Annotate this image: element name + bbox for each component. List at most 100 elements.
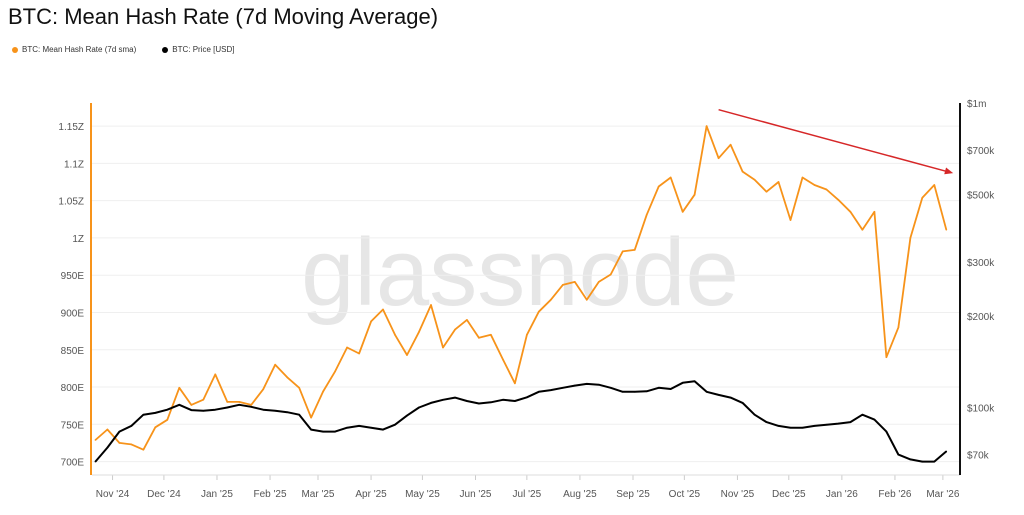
- price-point: [933, 460, 936, 463]
- price-point: [669, 388, 672, 390]
- x-tick-label: Mar '26: [926, 489, 959, 500]
- x-tick-label: Feb '25: [254, 489, 287, 500]
- x-tick-label: Aug '25: [563, 489, 597, 500]
- hash-rate-point: [466, 319, 468, 321]
- x-tick-label: Jun '25: [460, 489, 492, 500]
- hash-rate-point: [406, 354, 408, 356]
- hash-rate-point: [358, 352, 360, 355]
- hash-rate-point: [801, 176, 804, 179]
- hash-rate-point: [621, 250, 624, 253]
- price-point: [621, 390, 624, 393]
- price-point: [454, 396, 456, 399]
- hash-rate-point: [609, 273, 612, 276]
- y-right-tick-label: $1m: [967, 99, 986, 110]
- x-tick-label: Mar '25: [301, 489, 334, 500]
- price-point: [142, 413, 145, 416]
- price-point: [729, 396, 732, 399]
- trend-arrow-line: [718, 108, 948, 173]
- hash-rate-point: [813, 184, 816, 186]
- price-point: [765, 421, 768, 423]
- trend-arrow-head: [944, 167, 954, 175]
- hash-rate-point: [885, 356, 888, 359]
- hash-rate-point: [717, 157, 720, 159]
- price-point: [705, 390, 708, 393]
- y-left-tick-label: 750E: [61, 420, 85, 431]
- hash-rate-point: [94, 439, 97, 441]
- price-point: [825, 423, 828, 426]
- hash-rate-point: [729, 143, 732, 146]
- price-point: [346, 426, 348, 429]
- legend-item-price[interactable]: BTC: Price [USD]: [162, 45, 235, 54]
- price-point: [945, 450, 948, 453]
- hash-rate-point: [370, 320, 372, 323]
- price-point: [873, 418, 876, 421]
- hash-rate-point: [825, 188, 828, 191]
- chart-title: BTC: Mean Hash Rate (7d Moving Average): [8, 4, 439, 29]
- hash-rate-point: [921, 196, 924, 199]
- legend-item-hash-rate[interactable]: BTC: Mean Hash Rate (7d sma): [12, 45, 136, 54]
- hash-rate-point: [550, 299, 552, 301]
- hash-rate-point: [382, 308, 384, 311]
- price-point: [849, 421, 852, 423]
- hash-rate-point: [897, 326, 900, 329]
- price-point: [418, 406, 420, 409]
- price-point: [322, 430, 324, 433]
- x-tick-label: Nov '25: [721, 489, 755, 500]
- price-point: [394, 423, 396, 426]
- hash-rate-point: [334, 370, 336, 373]
- hash-rate-point: [514, 382, 516, 385]
- hash-rate-point: [837, 199, 840, 201]
- hash-rate-point: [286, 376, 288, 379]
- legend-label-price: BTC: Price [USD]: [172, 45, 235, 54]
- price-point: [94, 460, 97, 463]
- x-tick-label: Jan '26: [826, 489, 858, 500]
- legend-swatch-price: [162, 46, 169, 53]
- y-left-tick-label: 950E: [61, 271, 85, 282]
- price-point: [214, 408, 217, 411]
- hash-rate-point: [909, 237, 912, 239]
- price-point: [550, 389, 552, 391]
- hash-rate-point: [945, 228, 948, 231]
- price-point: [562, 387, 564, 389]
- price-point: [909, 458, 912, 461]
- y-left-tick-label: 800E: [61, 383, 85, 394]
- price-point: [478, 402, 480, 405]
- price-point: [166, 408, 169, 411]
- hash-rate-point: [669, 176, 672, 179]
- y-right-tick-label: $100k: [967, 403, 995, 414]
- price-point: [597, 383, 600, 386]
- price-point: [741, 402, 744, 404]
- price-point: [861, 413, 864, 416]
- hash-rate-point: [526, 334, 528, 336]
- hash-rate-point: [250, 404, 253, 406]
- hash-rate-point: [502, 358, 504, 361]
- price-point: [154, 412, 157, 414]
- hash-rate-point: [262, 388, 265, 391]
- hash-rate-point: [202, 398, 205, 401]
- price-point: [226, 406, 229, 409]
- hash-rate-point: [190, 404, 193, 406]
- hash-rate-point: [585, 299, 588, 301]
- hash-rate-point: [454, 328, 456, 331]
- hash-rate-point: [741, 170, 744, 173]
- y-right-tick-label: $200k: [967, 312, 995, 323]
- hash-rate-point: [310, 416, 312, 419]
- y-right-tick-label: $500k: [967, 191, 995, 202]
- y-right-tick-label: $700k: [967, 146, 995, 157]
- price-point: [358, 425, 360, 427]
- price-point: [466, 400, 468, 402]
- price-point: [609, 387, 612, 389]
- hash-rate-point: [178, 386, 181, 389]
- x-tick-label: Jul '25: [513, 489, 542, 500]
- watermark: glassnode: [301, 219, 739, 326]
- price-point: [382, 428, 384, 431]
- x-tick-label: Dec '24: [147, 489, 181, 500]
- y-left-tick-label: 900E: [61, 308, 85, 319]
- hash-rate-point: [166, 419, 169, 421]
- price-point: [334, 430, 336, 433]
- hash-rate-point: [142, 448, 145, 451]
- price-point: [178, 404, 181, 406]
- price-point: [310, 428, 312, 431]
- price-point: [633, 390, 636, 393]
